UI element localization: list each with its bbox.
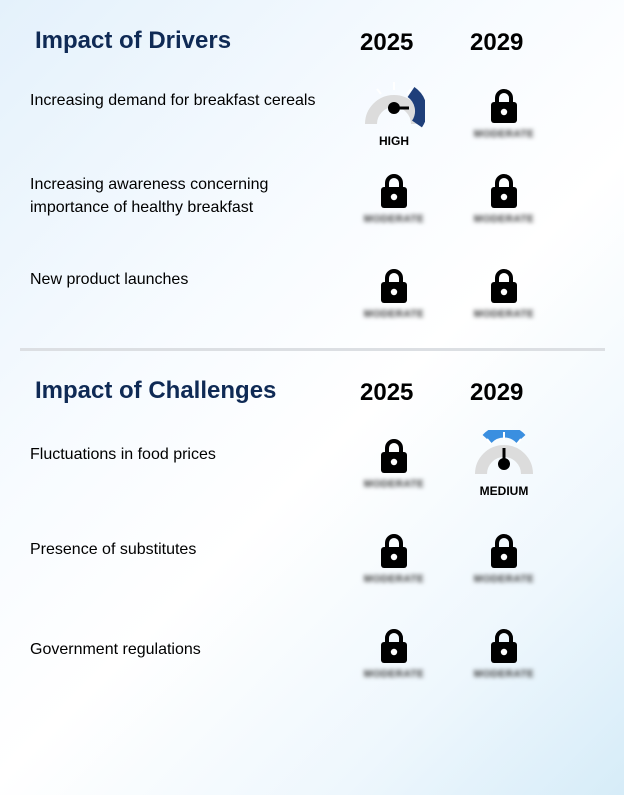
lock-icon <box>381 439 407 473</box>
lock-icon <box>491 534 517 568</box>
driver-row-1-2029-cell: MODERATE <box>469 87 539 140</box>
lock-icon <box>491 174 517 208</box>
lock-icon <box>491 89 517 123</box>
gauge-icon <box>365 82 425 128</box>
driver-row-3-2025-cell: MODERATE <box>359 267 429 320</box>
lock-icon <box>491 269 517 303</box>
gauge-level-label: MEDIUM <box>479 484 529 498</box>
drivers-year-2025: 2025 <box>360 29 414 56</box>
driver-row-label: Increasing awareness concerning importan… <box>30 176 269 216</box>
challenges-year-2025: 2025 <box>360 379 414 406</box>
lock-icon <box>381 174 407 208</box>
driver-row-label: Increasing demand for breakfast cereals <box>30 92 316 109</box>
driver-row-2-2025-cell: MODERATE <box>359 172 429 225</box>
challenge-row-3-2025-cell: MODERATE <box>359 627 429 680</box>
challenge-row-label: Government regulations <box>30 641 201 658</box>
drivers-title: Impact of Drivers <box>35 27 232 54</box>
challenge-row-1-2029-cell: MEDIUM <box>469 430 539 498</box>
locked-value: MODERATE <box>473 669 535 680</box>
drivers-year-2029: 2029 <box>470 29 524 56</box>
locked-value: MODERATE <box>363 479 425 490</box>
driver-row-1-2025-cell: HIGH <box>359 80 429 148</box>
challenge-row-1-2025-cell: MODERATE <box>359 437 429 490</box>
section-divider <box>20 348 605 351</box>
challenge-row-3-2029-cell: MODERATE <box>469 627 539 680</box>
lock-icon <box>381 629 407 663</box>
lock-icon <box>491 629 517 663</box>
challenge-row-2-2029-cell: MODERATE <box>469 532 539 585</box>
gauge-level-label: HIGH <box>379 134 409 148</box>
locked-value: MODERATE <box>473 574 535 585</box>
locked-value: MODERATE <box>363 574 425 585</box>
locked-value: MODERATE <box>363 309 425 320</box>
driver-row-label: New product launches <box>30 271 189 288</box>
lock-icon <box>381 534 407 568</box>
locked-value: MODERATE <box>473 129 535 140</box>
challenge-row-2-2025-cell: MODERATE <box>359 532 429 585</box>
locked-value: MODERATE <box>473 309 535 320</box>
locked-value: MODERATE <box>473 214 535 225</box>
challenges-year-2029: 2029 <box>470 379 524 406</box>
locked-value: MODERATE <box>363 214 425 225</box>
gauge-icon <box>475 430 533 475</box>
driver-row-2-2029-cell: MODERATE <box>469 172 539 225</box>
challenge-row-label: Fluctuations in food prices <box>30 446 216 463</box>
challenge-row-label: Presence of substitutes <box>30 541 197 558</box>
challenges-title: Impact of Challenges <box>35 377 277 404</box>
driver-row-3-2029-cell: MODERATE <box>469 267 539 320</box>
locked-value: MODERATE <box>363 669 425 680</box>
lock-icon <box>381 269 407 303</box>
